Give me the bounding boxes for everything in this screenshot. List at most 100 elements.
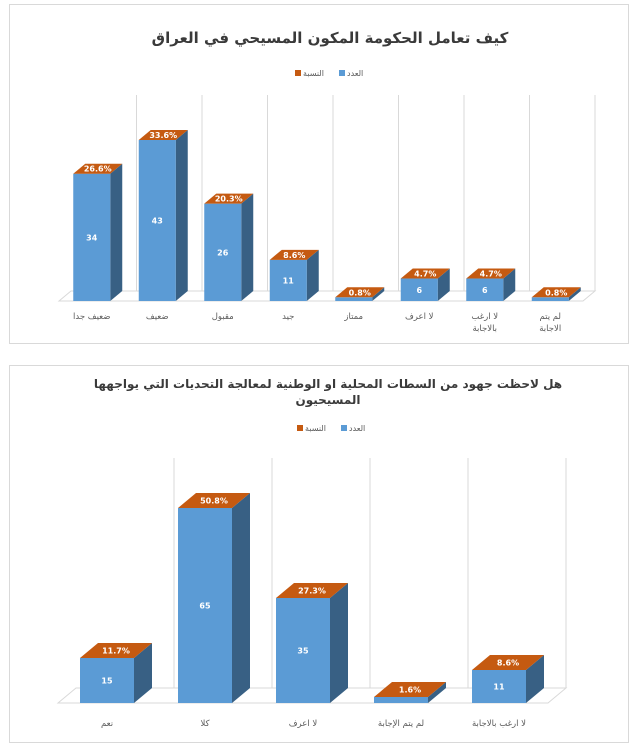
category-label: الاجابة xyxy=(539,324,561,334)
data-label-count: 43 xyxy=(152,217,163,226)
bar-side xyxy=(330,583,348,703)
bar-percent xyxy=(472,655,544,670)
bar-count xyxy=(178,508,232,703)
bar-count xyxy=(204,203,242,301)
bar-group: 4.7% 6 xyxy=(400,268,450,301)
bar-count xyxy=(531,297,569,301)
legend-label-percent: النسبة xyxy=(303,69,324,78)
bar-percent xyxy=(466,268,516,279)
bar-side xyxy=(503,268,516,301)
bar-side xyxy=(241,193,254,301)
data-label-percent: 4.7% xyxy=(480,270,502,279)
data-label-percent: 4.7% xyxy=(414,270,436,279)
category-label: بالاجابة xyxy=(472,324,497,334)
data-label-percent: 27.3% xyxy=(298,587,326,596)
data-label-count: 35 xyxy=(297,647,309,656)
legend: النسبة العدد xyxy=(295,69,363,78)
bar-count xyxy=(472,670,526,703)
category-label: ضعيف xyxy=(146,312,169,322)
bar-group: 0.8% xyxy=(531,287,581,301)
bar-side xyxy=(232,493,250,703)
data-label-percent: 8.6% xyxy=(283,251,305,260)
data-label-count: 34 xyxy=(86,233,98,242)
bar-group: 27.3% 35 xyxy=(276,583,348,703)
category-label: كلا xyxy=(200,719,210,729)
bar-percent xyxy=(204,193,254,204)
chart-title-line-1: كيف تعامل الحكومة المكون المسيحي في العر… xyxy=(152,29,509,47)
data-label-count: 11 xyxy=(283,276,295,285)
bar-side xyxy=(134,643,152,703)
category-label: ممتاز xyxy=(343,312,363,322)
data-label-count: 6 xyxy=(482,286,488,295)
legend-swatch-percent xyxy=(295,70,301,76)
legend-swatch-count xyxy=(341,425,347,431)
chart-title-line-1: هل لاحظت جهود من السطات المحلية او الوطن… xyxy=(94,377,562,392)
bar-group: 8.6% 11 xyxy=(269,249,319,301)
data-label-count: 11 xyxy=(493,683,505,692)
data-label-percent: 8.6% xyxy=(497,659,519,668)
bar-percent xyxy=(374,682,446,697)
data-label-percent: 33.6% xyxy=(149,131,177,140)
chart-title-line-2: المسيحيون xyxy=(295,393,360,408)
bar-count xyxy=(466,278,504,301)
data-label-count: 6 xyxy=(416,286,422,295)
bar-count xyxy=(138,140,176,301)
chart-panel-authority-efforts: هل لاحظت جهود من السطات المحلية او الوطن… xyxy=(9,365,629,743)
bar-group: 33.6% 43 xyxy=(138,130,188,301)
category-label: مقبول xyxy=(212,312,234,322)
bar-side xyxy=(175,130,188,301)
chart-government-treatment: كيف تعامل الحكومة المكون المسيحي في العر… xyxy=(57,29,597,334)
category-label: نعم xyxy=(101,719,113,729)
bar-percent xyxy=(531,287,581,298)
category-label: لا اعرف xyxy=(289,719,317,729)
bar-count xyxy=(269,259,307,301)
data-label-percent: 26.6% xyxy=(84,165,112,174)
category-label: لا اعرف xyxy=(405,312,433,322)
legend-swatch-count xyxy=(339,70,345,76)
bar-percent xyxy=(276,583,348,598)
bar-side xyxy=(372,287,385,301)
bar-side xyxy=(568,287,581,301)
bar-count xyxy=(80,658,134,703)
bar-side xyxy=(306,249,319,301)
bar-percent xyxy=(73,163,123,174)
bar-side xyxy=(428,682,446,703)
bar-count xyxy=(335,297,373,301)
bar-group: 8.6% 11 xyxy=(472,655,544,703)
category-label: ضعيف جدا xyxy=(73,312,110,322)
legend-swatch-percent xyxy=(297,425,303,431)
legend: النسبة العدد xyxy=(297,424,365,433)
bar-count xyxy=(276,598,330,703)
bar-percent xyxy=(178,493,250,508)
data-label-percent: 50.8% xyxy=(200,497,228,506)
bar-count xyxy=(374,697,428,703)
category-label: لم يتم xyxy=(539,312,561,322)
data-label-percent: 1.6% xyxy=(399,686,421,695)
bar-group: 50.8% 65 xyxy=(178,493,250,703)
category-label: لا ارغب بالاجابة xyxy=(472,719,526,729)
bar-group: 0.8% xyxy=(335,287,385,301)
bar-percent xyxy=(335,287,385,298)
bar-percent xyxy=(80,643,152,658)
category-label: لا ارغب xyxy=(471,312,498,322)
bar-group: 1.6% xyxy=(374,682,446,703)
bar-group: 4.7% 6 xyxy=(466,268,516,301)
data-label-count: 26 xyxy=(217,248,229,257)
legend-label-count: العدد xyxy=(347,69,363,78)
category-label: جيد xyxy=(282,312,294,322)
bar-percent xyxy=(138,130,188,140)
chart-authority-efforts: هل لاحظت جهود من السطات المحلية او الوطن… xyxy=(56,377,568,729)
bar-percent xyxy=(400,268,450,279)
bar-count xyxy=(400,278,438,301)
legend-label-count: العدد xyxy=(349,424,365,433)
data-label-count: 65 xyxy=(199,602,211,611)
chart-panel-government-treatment: كيف تعامل الحكومة المكون المسيحي في العر… xyxy=(9,4,629,344)
category-label: لم يتم الإجابة xyxy=(378,719,424,729)
data-label-percent: 0.8% xyxy=(545,288,567,297)
data-label-percent: 0.8% xyxy=(349,288,371,297)
data-label-count: 15 xyxy=(101,677,113,686)
bar-group: 20.3% 26 xyxy=(204,193,254,301)
data-label-percent: 20.3% xyxy=(215,195,243,204)
legend-label-percent: النسبة xyxy=(305,424,326,433)
bar-side xyxy=(526,655,544,703)
